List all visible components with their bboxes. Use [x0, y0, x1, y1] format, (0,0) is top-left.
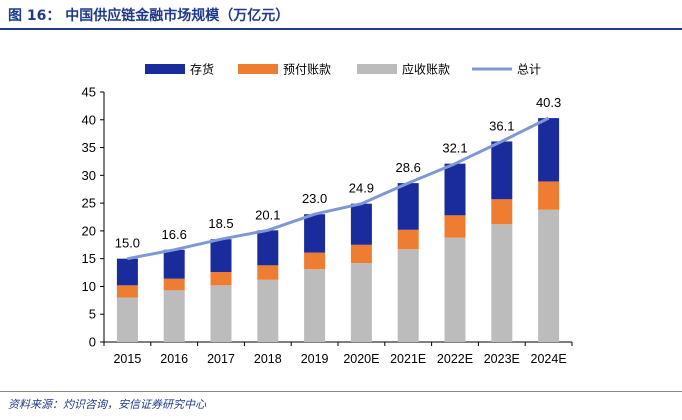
x-tick-label: 2021E — [390, 352, 426, 366]
legend-label: 总计 — [517, 63, 541, 77]
bar-segment — [444, 237, 466, 342]
bar-segment — [350, 203, 372, 245]
y-tick-label: 25 — [82, 196, 96, 211]
bar-segment — [397, 249, 419, 342]
y-tick-label: 20 — [82, 223, 96, 238]
bar-segment — [210, 285, 232, 342]
bar-segment — [163, 278, 185, 291]
legend-label: 存货 — [190, 62, 214, 77]
bar-segment — [444, 163, 466, 216]
bar-segment — [116, 258, 138, 286]
y-tick-label: 10 — [82, 279, 96, 294]
y-tick-label: 40 — [82, 112, 96, 127]
bar-segment — [350, 263, 372, 342]
figure-title: 图 16： 中国供应链金融市场规模（万亿元） — [8, 8, 290, 24]
bar-segment — [397, 229, 419, 250]
x-tick-label: 2016 — [160, 352, 188, 366]
data-label: 20.1 — [255, 207, 280, 222]
bar-segment — [304, 214, 326, 253]
bar-segment — [444, 215, 466, 238]
bar-segment — [210, 272, 232, 286]
chart-data-labels: 15.0 16.6 18.5 20.1 23.0 24.9 28.6 32.1 36.1 40.3 — [115, 95, 562, 251]
bar-segment — [538, 209, 560, 342]
bar-segment — [163, 290, 185, 342]
chart-legend: 存货 预付账款 应收账款 总计 — [145, 62, 541, 77]
data-label: 28.6 — [396, 160, 421, 175]
data-label: 24.9 — [349, 181, 374, 196]
legend-swatch — [357, 64, 397, 74]
y-tick-label: 0 — [89, 335, 96, 350]
bar-segment — [350, 244, 372, 264]
y-tick-label: 35 — [82, 140, 96, 155]
chart-axes: 0 5 10 15 20 25 30 35 40 45 2015 2016 2017 2018 2019 20… — [82, 85, 573, 366]
x-tick-label: 2017 — [207, 352, 235, 366]
chart-total-line — [127, 116, 550, 261]
x-tick-label: 2020E — [343, 352, 379, 366]
data-label: 32.1 — [442, 141, 467, 156]
data-label: 15.0 — [115, 236, 140, 251]
y-tick-label: 45 — [82, 85, 96, 100]
bar-segment — [257, 279, 279, 342]
total-line — [127, 116, 550, 261]
source-note: 资料来源：灼识咨询，安信证券研究中心 — [8, 398, 206, 411]
data-label: 23.0 — [302, 191, 327, 206]
y-tick-label: 30 — [82, 168, 96, 183]
x-tick-label: 2018 — [254, 352, 282, 366]
x-tick-label: 2024E — [531, 352, 567, 366]
y-tick-label: 5 — [89, 307, 96, 322]
x-tick-label: 2019 — [301, 352, 329, 366]
x-tick-label: 2015 — [113, 352, 141, 366]
bar-segment — [257, 265, 279, 280]
x-tick-label: 2022E — [437, 352, 473, 366]
legend-label: 预付账款 — [283, 63, 331, 77]
bar-segment — [538, 181, 560, 210]
data-label: 40.3 — [536, 95, 561, 110]
bar-segment — [491, 141, 513, 200]
y-tick-label: 15 — [82, 251, 96, 266]
chart-bars — [116, 118, 560, 342]
bar-segment — [491, 199, 513, 225]
bar-segment — [163, 249, 185, 279]
data-label: 36.1 — [489, 118, 514, 133]
bar-segment — [491, 224, 513, 342]
bar-segment — [304, 269, 326, 342]
data-label: 16.6 — [162, 227, 187, 242]
supply-chain-finance-chart: 存货 预付账款 应收账款 总计 0 5 10 15 20 25 30 35 40 45 2015 2016 2… — [82, 62, 573, 366]
data-label: 18.5 — [208, 216, 233, 231]
title-divider — [0, 28, 682, 30]
bar-segment — [257, 230, 279, 266]
legend-swatch — [238, 64, 278, 74]
bar-segment — [116, 285, 138, 298]
legend-label: 应收账款 — [402, 62, 450, 77]
bar-segment — [304, 252, 326, 270]
source-divider — [0, 391, 682, 392]
bar-segment — [116, 297, 138, 342]
bar-segment — [538, 118, 560, 182]
bar-segment — [210, 239, 232, 272]
bar-segment — [397, 183, 419, 230]
legend-swatch — [145, 64, 185, 74]
x-tick-label: 2023E — [484, 352, 520, 366]
